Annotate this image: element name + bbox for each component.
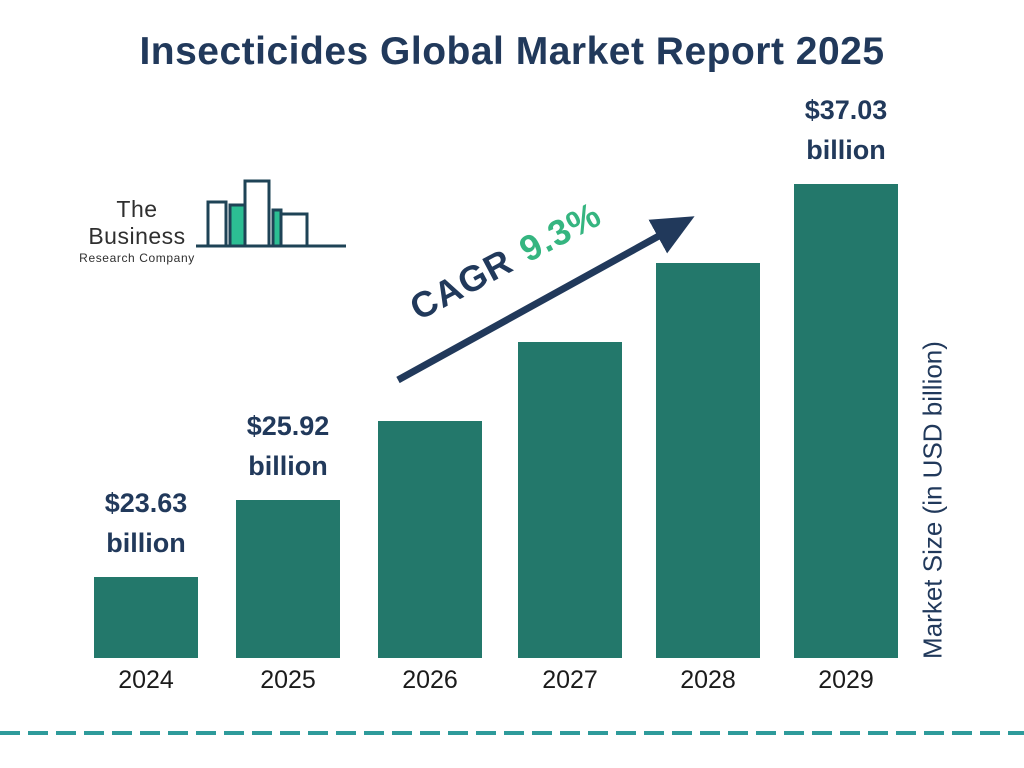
bar-2029 <box>794 184 898 658</box>
x-tick-2027: 2027 <box>542 666 598 694</box>
bar-2024 <box>94 577 198 658</box>
logo-name: The Business <box>88 196 186 249</box>
bottom-dashed-divider <box>0 731 1024 735</box>
value-label-2025: $25.92 billion <box>246 411 330 481</box>
y-axis-label: Market Size (in USD billion) <box>917 341 948 659</box>
bar-chart-logo-icon <box>196 176 348 257</box>
company-logo: The Business Research Company <box>68 168 346 265</box>
logo-subname: Research Company <box>79 251 195 265</box>
x-tick-2024: 2024 <box>118 666 174 694</box>
x-tick-2029: 2029 <box>818 666 874 694</box>
bar-2027 <box>518 342 622 658</box>
bar-2025 <box>236 500 340 658</box>
page-title: Insecticides Global Market Report 2025 <box>139 30 885 73</box>
value-label-2024: $23.63 billion <box>104 488 188 558</box>
x-tick-2025: 2025 <box>260 666 316 694</box>
logo-text: The Business Research Company <box>68 196 206 265</box>
bar-2026 <box>378 421 482 658</box>
value-label-2029: $37.03 billion <box>804 95 888 165</box>
bar-2028 <box>656 263 760 658</box>
x-tick-2028: 2028 <box>680 666 736 694</box>
x-tick-2026: 2026 <box>402 666 458 694</box>
